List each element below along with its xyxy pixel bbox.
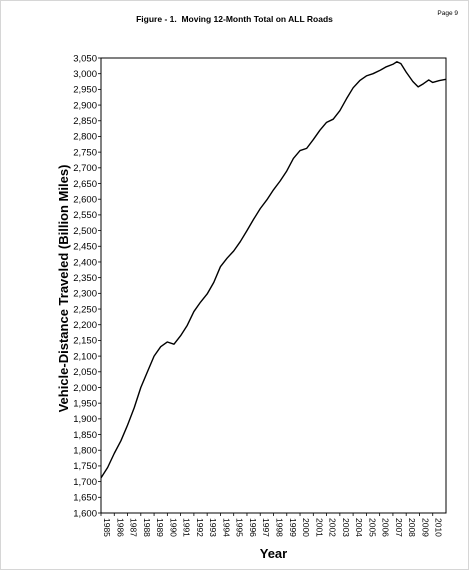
x-tick-label: 1992 [195, 518, 205, 537]
series-line [100, 61, 447, 479]
y-axis-ticks: 1,600 1,650 1,700 1,750 1,800 1,850 1,900 1,950… [73, 53, 101, 519]
x-tick-label: 1986 [115, 518, 125, 537]
x-tick-label: 2002 [328, 518, 338, 537]
y-tick-label: 1,750 [73, 461, 97, 472]
y-tick-label: 2,250 [73, 304, 97, 315]
y-tick-label: 1,600 [73, 508, 97, 519]
y-tick-label: 2,750 [73, 147, 97, 158]
y-axis-label: Vehicle-Distance Traveled (Billion Miles… [56, 165, 71, 413]
x-tick-label: 1985 [102, 518, 112, 537]
x-tick-label: 1988 [142, 518, 152, 537]
x-tick-label: 2001 [314, 518, 324, 537]
y-tick-label: 1,650 [73, 493, 97, 504]
x-tick-label: 2009 [420, 518, 430, 537]
y-tick-label: 2,400 [73, 257, 97, 268]
y-tick-label: 2,500 [73, 226, 97, 237]
y-tick-label: 2,700 [73, 163, 97, 174]
x-tick-label: 1991 [182, 518, 192, 537]
plot-border [100, 57, 447, 514]
y-tick-label: 2,800 [73, 132, 97, 143]
y-tick-label: 3,050 [73, 53, 97, 64]
x-axis-label: Year [260, 546, 287, 561]
x-tick-label: 2008 [407, 518, 417, 537]
y-tick-label: 2,300 [73, 289, 97, 300]
x-tick-label: 1999 [288, 518, 298, 537]
x-axis-ticks: 1985 1986 1987 1988 1989 1990 1991 1992 1993 1994… [100, 513, 444, 537]
x-tick-label: 2004 [354, 518, 364, 537]
y-tick-label: 1,700 [73, 477, 97, 488]
x-tick-label: 2007 [394, 518, 404, 537]
y-tick-label: 2,950 [73, 85, 97, 96]
y-tick-label: 2,100 [73, 351, 97, 362]
y-tick-label: 3,000 [73, 69, 97, 80]
chart-title: Figure - 1. Moving 12-Month Total on ALL… [136, 14, 333, 24]
y-tick-label: 2,550 [73, 210, 97, 221]
y-tick-label: 1,900 [73, 414, 97, 425]
x-tick-label: 1989 [155, 518, 165, 537]
plot-frame [100, 57, 447, 514]
x-tick-label: 2010 [434, 518, 444, 537]
x-tick-label: 1997 [261, 518, 271, 537]
y-tick-label: 1,850 [73, 430, 97, 441]
x-tick-label: 2005 [367, 518, 377, 537]
x-tick-label: 1998 [275, 518, 285, 537]
x-tick-label: 1990 [168, 518, 178, 537]
y-tick-label: 1,950 [73, 398, 97, 409]
x-tick-label: 2006 [381, 518, 391, 537]
y-tick-label: 2,650 [73, 179, 97, 190]
y-tick-label: 2,000 [73, 383, 97, 394]
x-tick-label: 2000 [301, 518, 311, 537]
page-number: Page 9 [437, 10, 458, 17]
x-tick-label: 1994 [221, 518, 231, 537]
x-tick-label: 1995 [235, 518, 245, 537]
x-tick-label: 1996 [248, 518, 258, 537]
y-tick-label: 1,800 [73, 446, 97, 457]
y-tick-label: 2,350 [73, 273, 97, 284]
x-tick-label: 2003 [341, 518, 351, 537]
x-tick-label: 1987 [129, 518, 139, 537]
y-tick-label: 2,900 [73, 100, 97, 111]
x-tick-label: 1993 [208, 518, 218, 537]
y-tick-label: 2,050 [73, 367, 97, 378]
y-tick-label: 2,450 [73, 242, 97, 253]
y-tick-label: 2,150 [73, 336, 97, 347]
y-tick-label: 2,200 [73, 320, 97, 331]
y-tick-label: 2,850 [73, 116, 97, 127]
y-tick-label: 2,600 [73, 195, 97, 206]
